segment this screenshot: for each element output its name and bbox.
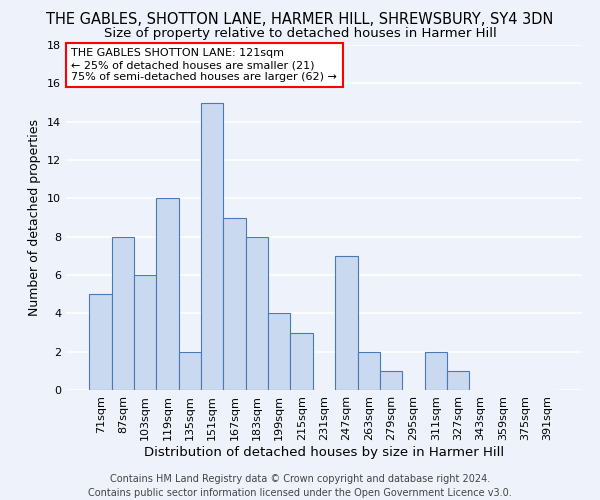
Bar: [447, 371, 469, 390]
Bar: [380, 371, 402, 390]
Bar: [425, 352, 447, 390]
Bar: [157, 198, 179, 390]
Bar: [358, 352, 380, 390]
Bar: [201, 102, 223, 390]
Text: THE GABLES, SHOTTON LANE, HARMER HILL, SHREWSBURY, SY4 3DN: THE GABLES, SHOTTON LANE, HARMER HILL, S…: [46, 12, 554, 28]
Text: Size of property relative to detached houses in Harmer Hill: Size of property relative to detached ho…: [104, 28, 496, 40]
Bar: [179, 352, 201, 390]
X-axis label: Distribution of detached houses by size in Harmer Hill: Distribution of detached houses by size …: [144, 446, 504, 458]
Text: THE GABLES SHOTTON LANE: 121sqm
← 25% of detached houses are smaller (21)
75% of: THE GABLES SHOTTON LANE: 121sqm ← 25% of…: [71, 48, 337, 82]
Text: Contains HM Land Registry data © Crown copyright and database right 2024.
Contai: Contains HM Land Registry data © Crown c…: [88, 474, 512, 498]
Bar: [134, 275, 157, 390]
Bar: [335, 256, 358, 390]
Bar: [246, 236, 268, 390]
Bar: [268, 314, 290, 390]
Bar: [112, 236, 134, 390]
Y-axis label: Number of detached properties: Number of detached properties: [28, 119, 41, 316]
Bar: [89, 294, 112, 390]
Bar: [290, 332, 313, 390]
Bar: [223, 218, 246, 390]
